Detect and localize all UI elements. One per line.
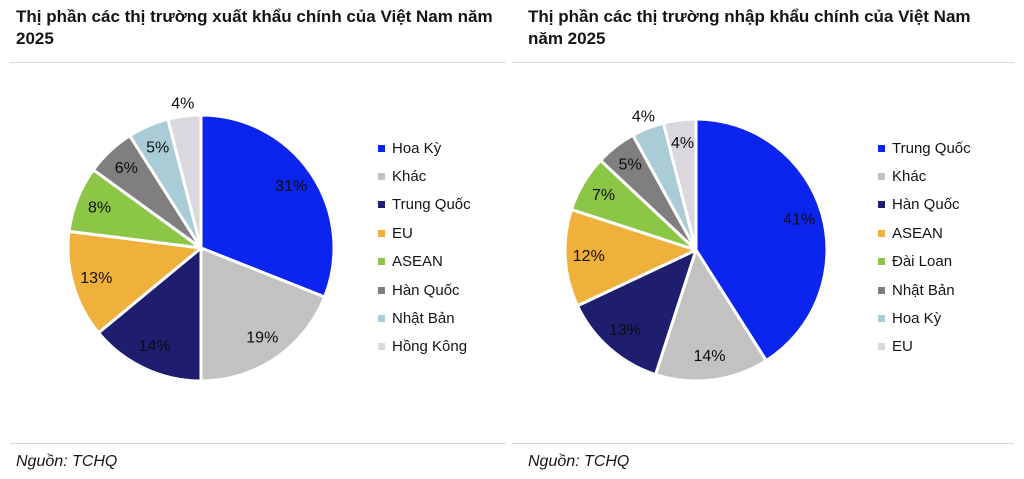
legend-swatch-icon bbox=[378, 286, 385, 294]
pie-slice-value-label: 13% bbox=[80, 270, 112, 287]
pie-slice bbox=[654, 248, 768, 383]
legend-item: Hàn Quốc bbox=[878, 191, 971, 219]
pie-slice-value-label: 7% bbox=[592, 187, 615, 204]
legend-item: EU bbox=[378, 219, 471, 247]
pie-slice bbox=[97, 246, 203, 383]
legend-item: Nhật Bản bbox=[378, 304, 471, 332]
legend-swatch-icon bbox=[878, 315, 885, 323]
legend-item: Trung Quốc bbox=[378, 191, 471, 219]
pie-slice-value-label: 5% bbox=[146, 139, 169, 156]
legend-swatch-icon bbox=[878, 173, 885, 181]
pie-slice bbox=[199, 113, 336, 299]
pie-slice-value-label: 8% bbox=[88, 199, 111, 216]
pie-slice bbox=[199, 246, 327, 383]
pie-slice bbox=[166, 113, 203, 250]
footer-divider bbox=[10, 443, 506, 444]
pie-slice-value-label: 4% bbox=[171, 96, 194, 113]
title-divider bbox=[10, 62, 506, 63]
source-note: Nguồn: TCHQ bbox=[16, 453, 118, 470]
import-pie-chart: 41% 14% 13% 12% 7%5% 4% 4% bbox=[563, 109, 829, 383]
legend-item: Nhật Bản bbox=[878, 276, 971, 304]
legend-item: EU bbox=[878, 333, 971, 361]
legend-label: Hoa Kỳ bbox=[392, 139, 442, 157]
pie-slice-value-label: 6% bbox=[115, 160, 138, 177]
pie-slice bbox=[563, 208, 698, 308]
legend-swatch-icon bbox=[878, 201, 885, 209]
pie-slice bbox=[66, 229, 203, 335]
legend-swatch-icon bbox=[878, 229, 885, 237]
legend-swatch-icon bbox=[378, 173, 385, 181]
legend-swatch-icon bbox=[878, 258, 885, 266]
legend-label: EU bbox=[892, 338, 913, 356]
legend-label: ASEAN bbox=[892, 224, 943, 242]
export-chart-legend: Hoa Kỳ Khác Trung Quốc EU ASEAN Hàn Quốc Nhật … bbox=[378, 134, 471, 361]
legend-item: Khác bbox=[378, 162, 471, 190]
legend-label: Trung Quốc bbox=[892, 139, 971, 157]
pie-slice-value-label: 5% bbox=[619, 157, 642, 174]
pie-slice-value-label: 41% bbox=[783, 212, 815, 229]
pie-slice bbox=[575, 248, 698, 377]
export-chart-panel: Thị phần các thị trường xuất khẩu chính … bbox=[10, 7, 506, 470]
pie-slice-value-label: 14% bbox=[693, 348, 725, 365]
legend-swatch-icon bbox=[378, 258, 385, 266]
import-chart-panel: Thị phần các thị trường nhập khẩu chính … bbox=[512, 0, 1024, 479]
legend-swatch-icon bbox=[878, 286, 885, 294]
pie-slice-value-label: 12% bbox=[573, 248, 605, 265]
footer-divider bbox=[512, 443, 1014, 444]
pie-slice-value-label: 19% bbox=[246, 330, 278, 347]
pie-slice-value-label: 4% bbox=[632, 109, 655, 126]
legend-item: Đài Loan bbox=[878, 248, 971, 276]
legend-swatch-icon bbox=[878, 144, 885, 152]
legend-swatch-icon bbox=[378, 343, 385, 351]
legend-swatch-icon bbox=[378, 144, 385, 152]
legend-label: ASEAN bbox=[392, 253, 443, 271]
legend-item: Hoa Kỳ bbox=[378, 134, 471, 162]
export-pie-chart: 31% 19% 14% 13% 8% 6% 5% 4% bbox=[66, 96, 336, 383]
legend-label: Hồng Kông bbox=[392, 338, 468, 356]
legend-label: Hàn Quốc bbox=[892, 196, 960, 214]
pie-slice bbox=[661, 117, 698, 252]
legend-item: Khác bbox=[878, 162, 971, 190]
pie-slice-value-label: 4% bbox=[671, 135, 694, 152]
legend-label: EU bbox=[392, 224, 413, 242]
legend-label: Khác bbox=[892, 168, 927, 186]
export-chart-title: Thị phần các thị trường xuất khẩu chính … bbox=[16, 7, 493, 48]
legend-item: Hoa Kỳ bbox=[878, 304, 971, 332]
source-note: Nguồn: TCHQ bbox=[528, 453, 630, 470]
import-chart-legend: Trung Quốc Khác Hàn Quốc ASEAN Đài Loan Nhật … bbox=[878, 134, 971, 361]
legend-label: Hoa Kỳ bbox=[892, 310, 942, 328]
legend-swatch-icon bbox=[378, 229, 385, 237]
legend-label: Hàn Quốc bbox=[392, 281, 460, 299]
legend-item: Hồng Kông bbox=[378, 333, 471, 361]
legend-label: Trung Quốc bbox=[392, 196, 471, 214]
legend-label: Khác bbox=[392, 168, 427, 186]
pie-slice-value-label: 14% bbox=[139, 338, 171, 355]
title-divider bbox=[512, 62, 1014, 63]
legend-label: Đài Loan bbox=[892, 253, 953, 271]
legend-label: Nhật Bản bbox=[892, 281, 955, 299]
legend-swatch-icon bbox=[378, 201, 385, 209]
pie-slice-value-label: 31% bbox=[275, 178, 307, 195]
legend-item: Hàn Quốc bbox=[378, 276, 471, 304]
legend-label: Nhật Bản bbox=[392, 310, 455, 328]
legend-item: Trung Quốc bbox=[878, 134, 971, 162]
legend-item: ASEAN bbox=[878, 219, 971, 247]
import-chart-title: Thị phần các thị trường nhập khẩu chính … bbox=[528, 7, 971, 48]
legend-swatch-icon bbox=[878, 343, 885, 351]
pie-slice-value-label: 13% bbox=[609, 322, 641, 339]
legend-item: ASEAN bbox=[378, 248, 471, 276]
legend-swatch-icon bbox=[378, 315, 385, 323]
